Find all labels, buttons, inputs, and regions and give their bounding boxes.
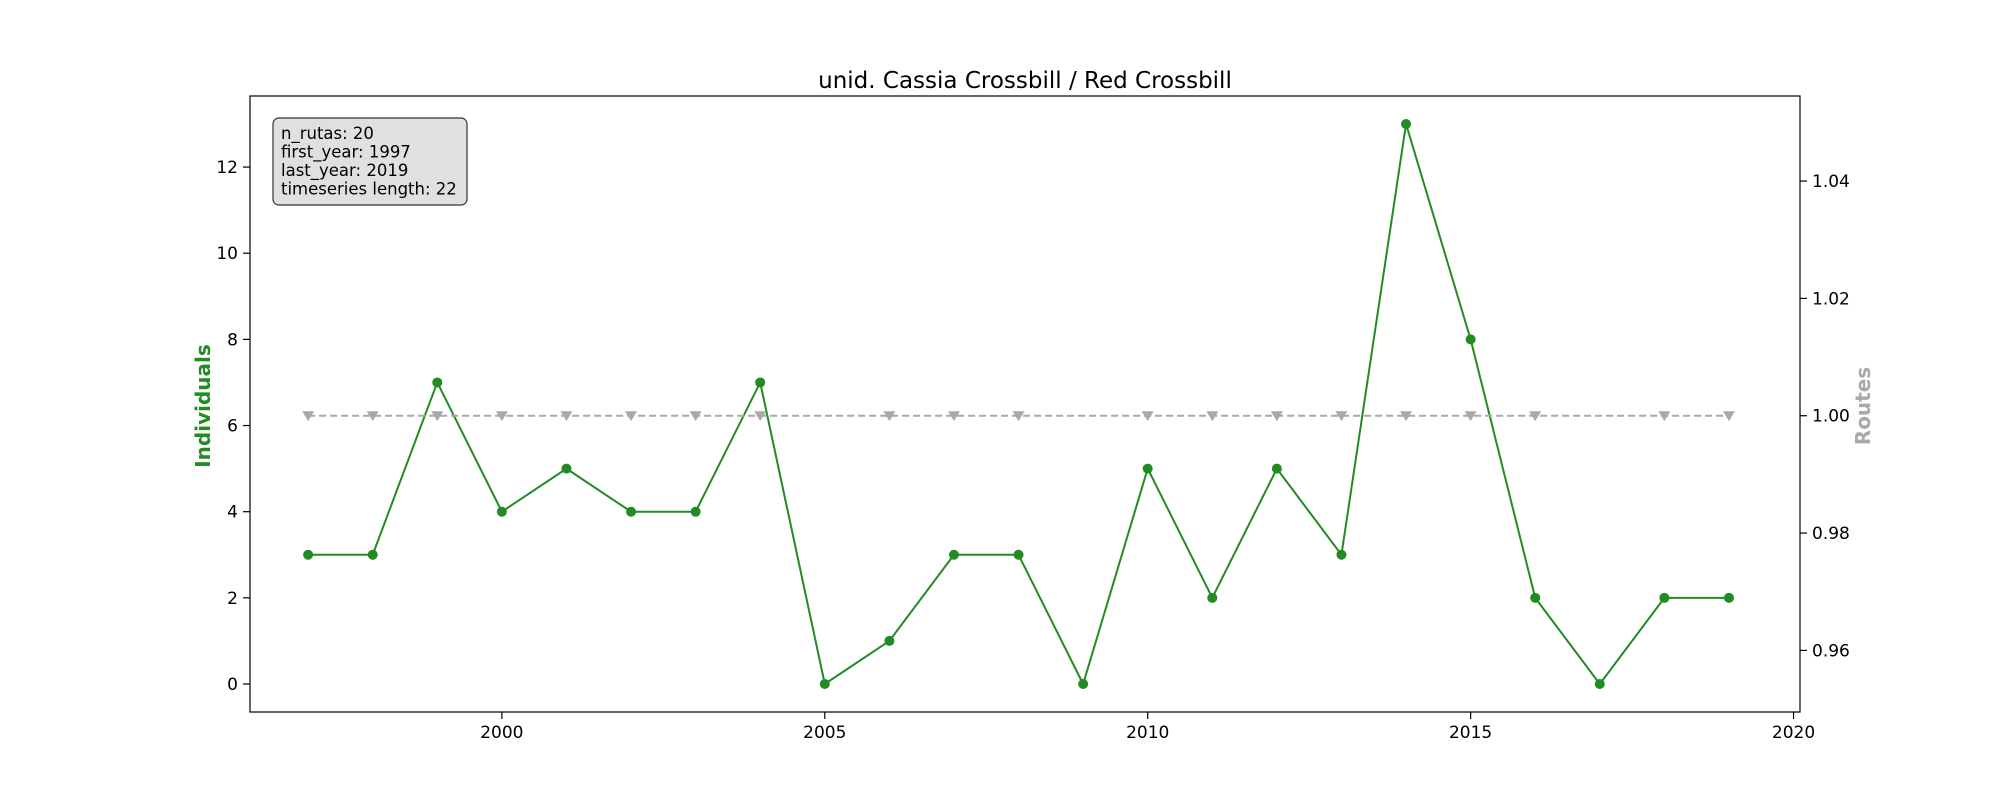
- y-tick-label-right: 0.96: [1812, 641, 1850, 661]
- data-point-routes: [1658, 411, 1671, 422]
- chart-title: unid. Cassia Crossbill / Red Crossbill: [818, 68, 1232, 94]
- y-tick-label-left: 4: [227, 503, 238, 523]
- data-point-routes: [947, 411, 960, 422]
- data-point-routes: [1722, 411, 1735, 422]
- x-tick-label: 2020: [1772, 723, 1815, 743]
- data-point-individuals: [1078, 679, 1089, 689]
- x-tick-label: 2010: [1126, 723, 1169, 743]
- info-line-timeseries-length: timeseries length: 22: [281, 180, 457, 199]
- y-tick-label-left: 8: [227, 330, 238, 350]
- data-point-individuals: [1530, 592, 1541, 603]
- data-point-routes: [625, 411, 638, 422]
- data-point-individuals: [755, 377, 766, 388]
- y-axis-label-right: Routes: [1851, 367, 1875, 445]
- info-box-background: [272, 117, 468, 206]
- y-tick-label-right: 0.98: [1812, 524, 1850, 544]
- data-point-routes: [1335, 411, 1348, 422]
- x-tick-label: 2000: [480, 723, 523, 743]
- data-point-individuals: [1013, 549, 1024, 560]
- data-point-routes: [1270, 411, 1283, 422]
- data-point-individuals: [690, 506, 701, 517]
- x-tick-label: 2015: [1449, 723, 1492, 743]
- data-point-routes: [1529, 411, 1542, 422]
- data-point-individuals: [367, 549, 378, 560]
- data-point-routes: [560, 411, 573, 422]
- y-tick-label-right: 1.00: [1812, 407, 1850, 427]
- info-box: n_rutas: 20 first_year: 1997 last_year: …: [272, 117, 468, 206]
- data-point-individuals: [432, 377, 443, 388]
- data-point-individuals: [819, 679, 830, 689]
- data-point-individuals: [884, 635, 895, 646]
- data-point-routes: [1206, 411, 1219, 422]
- data-point-individuals: [948, 549, 959, 560]
- data-point-individuals: [626, 506, 637, 517]
- y-tick-label-left: 2: [227, 589, 238, 609]
- data-point-individuals: [1142, 463, 1153, 474]
- info-line-n-rutas: n_rutas: 20: [281, 124, 374, 144]
- y-tick-label-right: 1.04: [1812, 172, 1850, 192]
- data-point-individuals: [1271, 463, 1282, 474]
- data-point-routes: [1400, 411, 1413, 422]
- data-point-individuals: [1336, 549, 1347, 560]
- info-line-first-year: first_year: 1997: [281, 143, 411, 163]
- data-point-routes: [431, 411, 444, 422]
- data-point-individuals: [1659, 592, 1670, 603]
- data-point-individuals: [303, 549, 314, 560]
- y-tick-label-left: 12: [216, 158, 238, 178]
- data-point-routes: [754, 411, 767, 422]
- data-point-routes: [689, 411, 702, 422]
- plot-area: [302, 119, 1735, 689]
- data-point-routes: [366, 411, 379, 422]
- x-tick-label: 2005: [803, 723, 846, 743]
- y-tick-label-left: 0: [227, 675, 238, 695]
- data-point-routes: [495, 411, 508, 422]
- data-point-individuals: [1465, 334, 1476, 345]
- axes: 2000 2005 2010 2015 2020 0 2 4 6 8 10 12 0.96 0.98 1.0…: [216, 95, 1850, 743]
- y-axis-label-left: Individuals: [191, 344, 215, 468]
- y-tick-label-right: 1.02: [1812, 289, 1850, 309]
- data-point-routes: [302, 411, 315, 422]
- data-point-individuals: [1594, 679, 1605, 689]
- data-point-individuals: [1401, 119, 1412, 129]
- y-tick-label-left: 10: [216, 244, 238, 264]
- data-point-individuals: [561, 463, 572, 474]
- data-point-routes: [1141, 411, 1154, 422]
- plot-frame: [249, 95, 1801, 713]
- info-line-last-year: last_year: 2019: [281, 161, 408, 181]
- y-tick-label-left: 6: [227, 417, 238, 437]
- data-point-individuals: [1723, 592, 1734, 603]
- data-point-routes: [1012, 411, 1025, 422]
- data-point-routes: [883, 411, 896, 422]
- data-point-routes: [1464, 411, 1477, 422]
- data-point-individuals: [496, 506, 507, 517]
- data-point-individuals: [1207, 592, 1218, 603]
